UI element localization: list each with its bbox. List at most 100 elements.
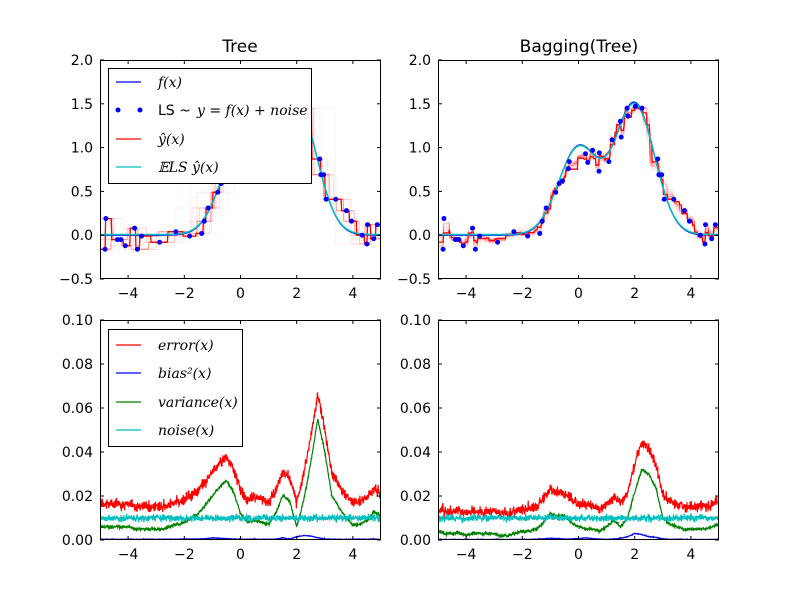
legend-label-error: error(x) <box>158 338 214 354</box>
ls-point <box>348 218 354 224</box>
axes-bagging-decomposition: −4 −2 0 2 4 0.00 0.02 0.04 0.06 0.08 0.10 <box>400 313 719 563</box>
ls-point <box>590 147 596 153</box>
ls-point <box>703 222 709 228</box>
bootstrap-prediction-line <box>438 108 719 248</box>
legend-label-yhat: ŷ(x) <box>157 131 185 148</box>
ls-point <box>596 168 602 174</box>
ls-point <box>495 239 501 245</box>
ls-point <box>102 246 108 252</box>
bootstrap-prediction-line <box>438 106 719 250</box>
x-tick-label: −2 <box>512 547 533 563</box>
bootstrap-prediction-line <box>438 106 719 248</box>
y-tick-label: 0.5 <box>71 184 93 200</box>
ls-point <box>525 233 531 239</box>
ls-point <box>323 196 329 202</box>
legend-label-f: f(x) <box>157 75 182 91</box>
x-tick-label: 4 <box>348 547 357 563</box>
legend-box <box>108 329 243 447</box>
x-tick-label: 2 <box>630 286 639 302</box>
ls-point <box>139 233 145 239</box>
x-tick-label: −4 <box>118 286 139 302</box>
bootstrap-prediction-line <box>438 107 719 244</box>
ls-point <box>359 232 365 238</box>
bootstrap-prediction-line <box>438 107 719 246</box>
x-tick-label: −2 <box>174 286 195 302</box>
plot-area <box>438 440 719 540</box>
ls-point <box>681 208 687 214</box>
y-tick-label: 0.5 <box>409 184 431 200</box>
ls-point <box>686 218 692 224</box>
ls-point <box>472 246 478 252</box>
legend-label-expected: 𝔼LS ŷ(x) <box>158 159 219 176</box>
ls-point <box>201 218 207 224</box>
x-tick-label: 4 <box>686 286 695 302</box>
x-tick-label: 2 <box>292 286 301 302</box>
ls-point <box>118 237 124 243</box>
ls-point <box>566 159 572 165</box>
bootstrap-prediction-line <box>438 106 719 247</box>
ls-point <box>702 241 708 247</box>
bootstrap-prediction-line <box>438 106 719 247</box>
bootstrap-prediction-line <box>438 108 719 245</box>
ls-point <box>671 196 677 202</box>
ls-point <box>343 208 349 214</box>
bootstrap-prediction-line <box>438 107 719 247</box>
bootstrap-prediction-line <box>438 107 719 247</box>
y-tick-label: 0.0 <box>71 228 93 244</box>
y-tick-label: 0.04 <box>62 445 93 461</box>
ls-point <box>374 222 380 228</box>
ls-point <box>157 239 163 245</box>
ls-point <box>537 230 543 236</box>
y-tick-label: 2.0 <box>409 53 431 69</box>
ls-point <box>632 103 638 109</box>
y-tick-label: −0.5 <box>397 272 431 288</box>
ls-point <box>606 159 612 165</box>
axes-tree-decomposition: −4 −2 0 2 4 0.00 0.02 0.04 0.06 0.08 0.10 <box>62 313 381 563</box>
x-tick-label: 0 <box>574 547 583 563</box>
y-tick-label: 0.02 <box>400 489 431 505</box>
x-tick-label: 2 <box>630 547 639 563</box>
legend-top: f(x) LS ~ y = f(x) + noise ŷ(x) 𝔼LS ŷ(x) <box>108 68 312 184</box>
y-tick-label: 0.04 <box>400 445 431 461</box>
ls-point <box>321 172 327 178</box>
x-tick-label: 4 <box>348 286 357 302</box>
ls-point <box>553 189 559 195</box>
legend-bottom: error(x) bias²(x) variance(x) noise(x) <box>108 329 243 447</box>
x-tick-label: −2 <box>174 547 195 563</box>
ls-point <box>173 229 179 235</box>
bootstrap-prediction-line <box>438 108 719 244</box>
ls-point <box>460 243 466 249</box>
ls-point <box>539 218 545 224</box>
series-error-line <box>100 392 381 513</box>
series-f-line <box>438 101 719 236</box>
y-tick-label: 1.5 <box>409 97 431 113</box>
bootstrap-prediction-line <box>438 107 719 247</box>
ls-point <box>655 156 661 162</box>
ls-point <box>456 237 462 243</box>
title-bagging: Bagging(Tree) <box>520 37 639 57</box>
series-noise-line <box>100 513 381 524</box>
ls-point <box>697 232 703 238</box>
x-tick-label: 2 <box>292 547 301 563</box>
bootstrap-prediction-line <box>438 108 719 248</box>
ls-point <box>470 225 476 231</box>
legend-box <box>108 68 312 184</box>
bootstrap-prediction-line <box>438 107 719 244</box>
ls-point <box>565 166 571 172</box>
series-error-line <box>438 440 719 520</box>
bootstrap-prediction-line <box>438 106 719 245</box>
ls-point <box>103 216 109 222</box>
axes-bagging-prediction: −4 −2 0 2 4 −0.5 0.0 0.5 1.0 1.5 2.0 <box>397 53 719 302</box>
ls-point <box>712 222 718 228</box>
y-tick-label: 0.02 <box>62 489 93 505</box>
x-tick-label: −4 <box>456 547 477 563</box>
ls-point <box>132 225 138 231</box>
ls-point <box>556 181 562 187</box>
bootstrap-prediction-line <box>438 106 719 246</box>
ls-point <box>365 222 371 228</box>
ls-point <box>661 196 667 202</box>
ls-point <box>215 189 221 195</box>
y-tick-label: 0.0 <box>409 228 431 244</box>
bootstrap-prediction-line <box>438 107 719 245</box>
